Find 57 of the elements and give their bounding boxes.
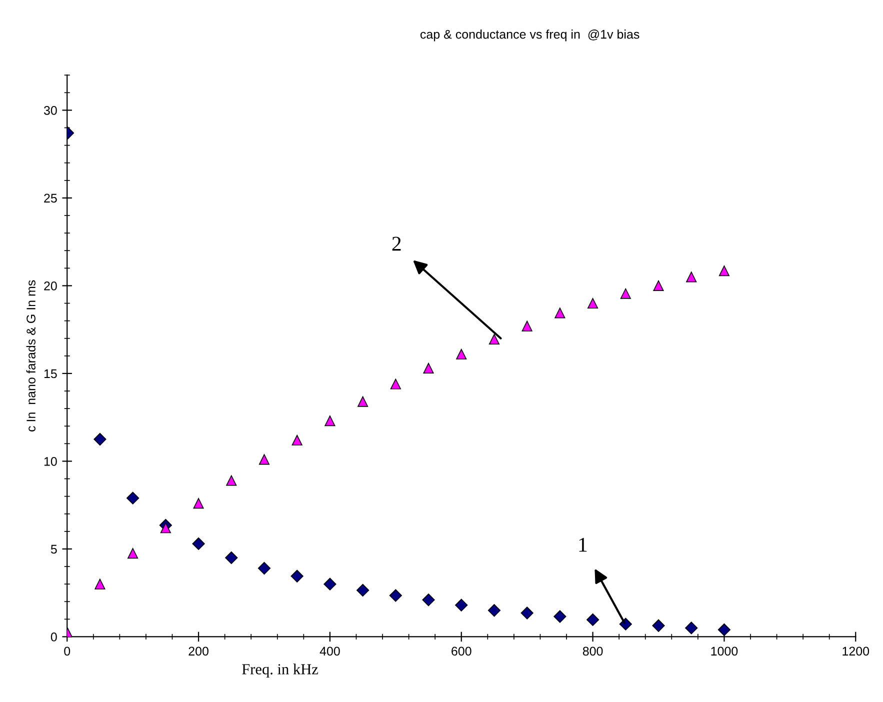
x-tick-label: 400 [320, 646, 340, 656]
x-tick-label: 1200 [842, 646, 870, 656]
point [520, 606, 534, 620]
point [652, 619, 665, 632]
point [718, 266, 730, 276]
point [620, 288, 631, 299]
point [390, 378, 401, 390]
y-tick-label: 30 [44, 106, 57, 115]
chart-title: cap & conductance vs freq in @1v bias [420, 30, 640, 42]
annotation: 2 [392, 236, 401, 251]
point [160, 522, 171, 534]
x-tick-label: 800 [582, 646, 603, 656]
point [423, 362, 434, 374]
point [455, 598, 468, 612]
y-axis-title: c In nano farads & G In ms [26, 280, 36, 432]
point [554, 610, 566, 623]
point [94, 578, 106, 590]
point [422, 594, 435, 606]
point [292, 434, 302, 446]
x-axis-title: Freq. in kHz [242, 664, 318, 678]
point [225, 551, 238, 564]
point [522, 320, 532, 332]
point [94, 432, 106, 446]
y-tick-label: 10 [44, 457, 57, 466]
point [488, 334, 500, 345]
x-tick-label: 200 [188, 646, 208, 656]
point [324, 416, 336, 426]
point [193, 498, 204, 509]
y-tick-label: 25 [44, 194, 57, 203]
y-tick-label: 0 [50, 632, 57, 642]
point [653, 280, 664, 291]
x-tick-label: 600 [452, 646, 472, 656]
point [685, 622, 698, 634]
point [258, 562, 271, 575]
annotation: 1 [579, 538, 587, 552]
point [488, 604, 501, 617]
x-tick-label: 0 [64, 646, 70, 656]
point [554, 308, 566, 318]
point [686, 272, 697, 282]
point [586, 613, 600, 626]
point [126, 492, 140, 504]
point [356, 584, 370, 597]
point [128, 548, 138, 559]
y-tick-label: 15 [44, 369, 57, 378]
point [358, 396, 368, 407]
point [456, 348, 467, 360]
point [324, 578, 336, 590]
point [718, 623, 731, 636]
point [226, 475, 237, 486]
x-tick-label: 1000 [711, 646, 738, 656]
point [588, 298, 598, 309]
y-tick-label: 5 [50, 544, 57, 554]
point [258, 454, 270, 465]
point [290, 570, 304, 582]
y-tick-label: 20 [44, 282, 57, 290]
point [192, 537, 205, 550]
point [389, 589, 402, 602]
